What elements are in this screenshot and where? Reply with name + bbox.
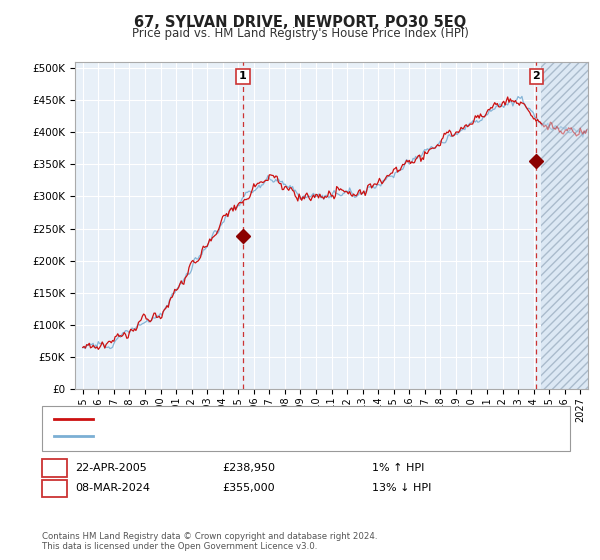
Text: £238,950: £238,950 [222, 463, 275, 473]
Text: Contains HM Land Registry data © Crown copyright and database right 2024.
This d: Contains HM Land Registry data © Crown c… [42, 532, 377, 552]
Text: 67, SYLVAN DRIVE, NEWPORT, PO30 5EQ (detached house): 67, SYLVAN DRIVE, NEWPORT, PO30 5EQ (det… [102, 413, 408, 423]
Text: 1: 1 [239, 71, 247, 81]
Text: £355,000: £355,000 [222, 483, 275, 493]
Text: 67, SYLVAN DRIVE, NEWPORT, PO30 5EQ: 67, SYLVAN DRIVE, NEWPORT, PO30 5EQ [134, 15, 466, 30]
Text: 2: 2 [51, 483, 58, 493]
Text: 1% ↑ HPI: 1% ↑ HPI [372, 463, 424, 473]
Text: HPI: Average price, detached house, Isle of Wight: HPI: Average price, detached house, Isle… [102, 431, 360, 441]
Text: 1: 1 [51, 463, 58, 473]
Text: 08-MAR-2024: 08-MAR-2024 [75, 483, 150, 493]
Text: Price paid vs. HM Land Registry's House Price Index (HPI): Price paid vs. HM Land Registry's House … [131, 27, 469, 40]
Bar [541, 62, 588, 389]
Text: 2: 2 [533, 71, 540, 81]
Text: 22-APR-2005: 22-APR-2005 [75, 463, 147, 473]
Text: 13% ↓ HPI: 13% ↓ HPI [372, 483, 431, 493]
